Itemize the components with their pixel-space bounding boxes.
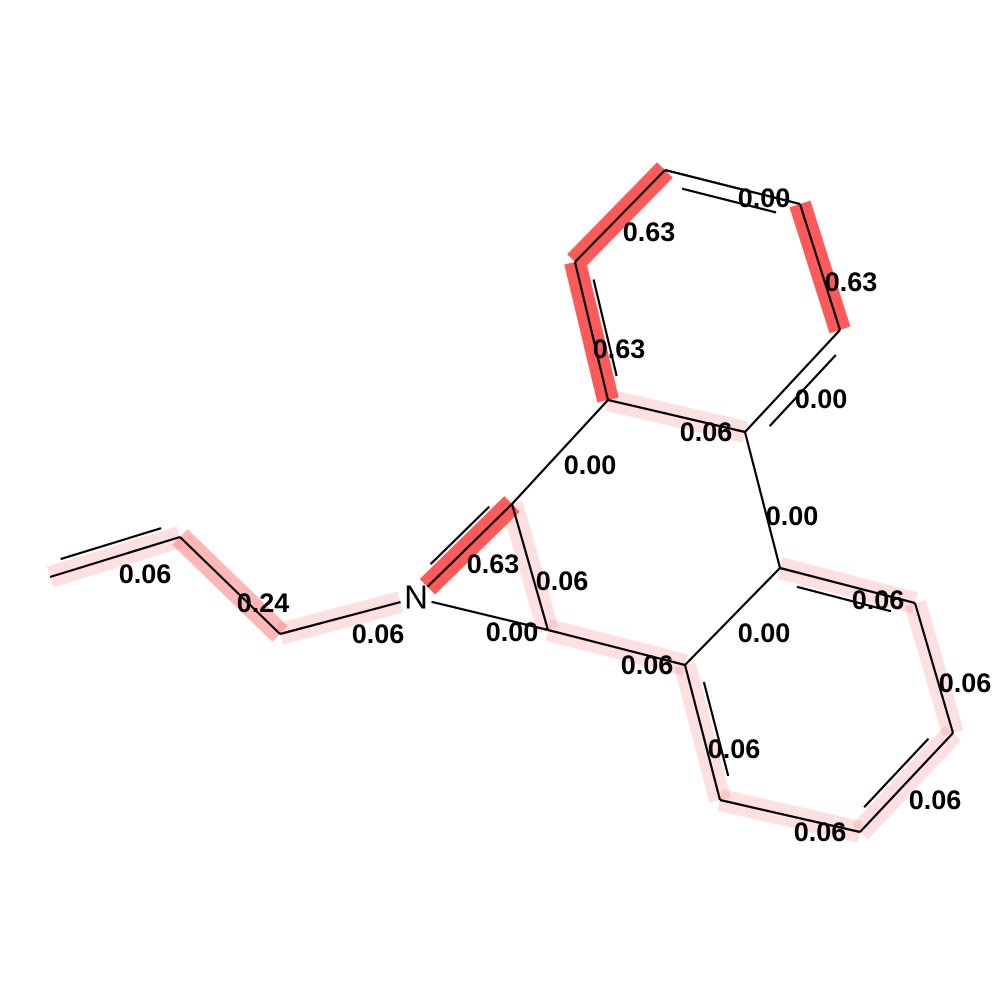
bond-line-b11 (798, 203, 842, 331)
bond-inner-line-b04 (429, 505, 491, 565)
bond-weight-label-b17: 0.06 (909, 785, 962, 815)
bond-line-b01 (49, 535, 181, 579)
bond-line-b05 (431, 600, 549, 632)
bond-weight-label-b21: 0.06 (621, 650, 674, 680)
bond-weight-label-b07: 0.00 (564, 450, 617, 480)
bond-line-b06 (510, 503, 550, 631)
bond-weight-label-b14: 0.00 (766, 501, 819, 531)
bond-line-b03 (279, 601, 401, 636)
atom-label-nitrogen: N (404, 579, 428, 616)
bond-line-b12 (744, 329, 841, 433)
bond-line-b18 (719, 798, 861, 834)
bond-inner-line-b10 (681, 187, 777, 214)
bond-line-b13 (607, 398, 746, 434)
bond-weight-label-b09: 0.63 (623, 217, 676, 247)
bond-weight-label-b11: 0.63 (825, 267, 878, 297)
bond-weight-label-b03: 0.06 (352, 619, 405, 649)
bond-line-b10 (664, 168, 801, 206)
bond-line-b04 (426, 503, 513, 588)
bond-inner-line-b15 (796, 585, 892, 613)
bond-inner-line-b12 (768, 354, 837, 427)
bond-weight-label-b16: 0.06 (939, 668, 992, 698)
bond-line-b14 (743, 431, 782, 569)
bond-line-b07 (511, 399, 609, 505)
bond-inner-line-b17 (863, 737, 930, 808)
bond-inner-line-b01 (60, 527, 162, 561)
bond-weight-label-b13: 0.06 (680, 417, 733, 447)
bond-line-b15 (779, 566, 916, 605)
bond-inner-line-b19 (702, 681, 730, 777)
bond-line-b02 (179, 536, 281, 635)
bond-weight-label-b20: 0.00 (738, 618, 791, 648)
bond-weight-label-b02: 0.24 (237, 588, 290, 618)
bond-line-layer (49, 168, 955, 834)
bond-label-layer: 0.06 0.24 0.06 0.63 0.00 0.06 0.00 0.63 0.63 0.00… (119, 183, 992, 847)
bond-line-b19 (683, 664, 722, 801)
bond-weight-label-b15: 0.06 (852, 585, 905, 615)
bond-weight-label-b01: 0.06 (119, 559, 172, 589)
bond-weight-label-b08: 0.63 (593, 334, 646, 364)
bond-weight-label-b19: 0.06 (708, 734, 761, 764)
bond-weight-label-b04: 0.63 (467, 549, 520, 579)
bond-weight-label-b05: 0.00 (486, 617, 539, 647)
bond-line-b20 (684, 567, 781, 666)
bond-line-b16 (913, 602, 955, 734)
bond-line-b08 (573, 261, 610, 401)
bond-inner-line-b08 (592, 279, 618, 377)
bond-weight-label-b18: 0.06 (794, 817, 847, 847)
bond-weight-label-b10: 0.00 (738, 183, 791, 213)
bond-weight-label-b12: 0.00 (795, 384, 848, 414)
bond-line-b21 (547, 628, 686, 667)
bond-line-b09 (574, 169, 666, 263)
bond-line-b17 (859, 732, 954, 833)
bond-weight-label-b06: 0.06 (536, 566, 589, 596)
